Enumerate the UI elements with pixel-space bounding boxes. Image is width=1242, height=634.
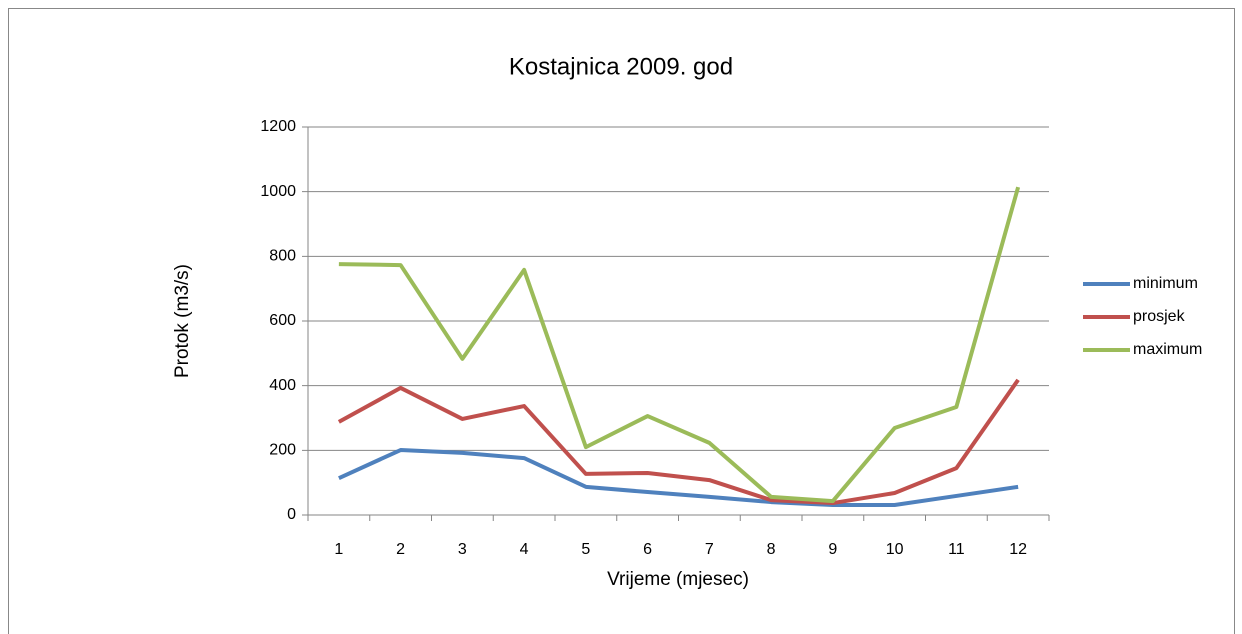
legend-label: maximum [1133, 341, 1202, 358]
legend-label: minimum [1133, 275, 1198, 292]
y-tick-label: 200 [269, 442, 296, 459]
x-tick-label: 6 [643, 541, 652, 558]
y-tick-label: 800 [269, 248, 296, 265]
x-tick-label: 8 [767, 541, 776, 558]
x-tick-label: 9 [828, 541, 837, 558]
y-tick-label: 0 [287, 506, 296, 523]
x-tick-label: 12 [1009, 541, 1027, 558]
y-tick-label: 1200 [260, 118, 296, 135]
x-tick-label: 1 [334, 541, 343, 558]
legend-label: prosjek [1133, 308, 1186, 325]
chart-title: Kostajnica 2009. god [509, 53, 733, 80]
y-tick-label: 400 [269, 377, 296, 394]
y-tick-label: 600 [269, 312, 296, 329]
y-tick-label: 1000 [260, 183, 296, 200]
x-tick-label: 4 [520, 541, 529, 558]
x-tick-label: 11 [948, 541, 965, 558]
x-tick-label: 2 [396, 541, 405, 558]
x-tick-label: 7 [705, 541, 714, 558]
x-tick-label: 3 [458, 541, 467, 558]
series-line [338, 448, 1019, 507]
series-line [338, 186, 1021, 504]
series-line [337, 378, 1020, 506]
y-axis-label: Protok (m3/s) [172, 264, 193, 378]
x-tick-label: 5 [581, 541, 590, 558]
x-axis-label: Vrijeme (mjesec) [607, 569, 749, 590]
x-tick-label: 10 [886, 541, 904, 558]
